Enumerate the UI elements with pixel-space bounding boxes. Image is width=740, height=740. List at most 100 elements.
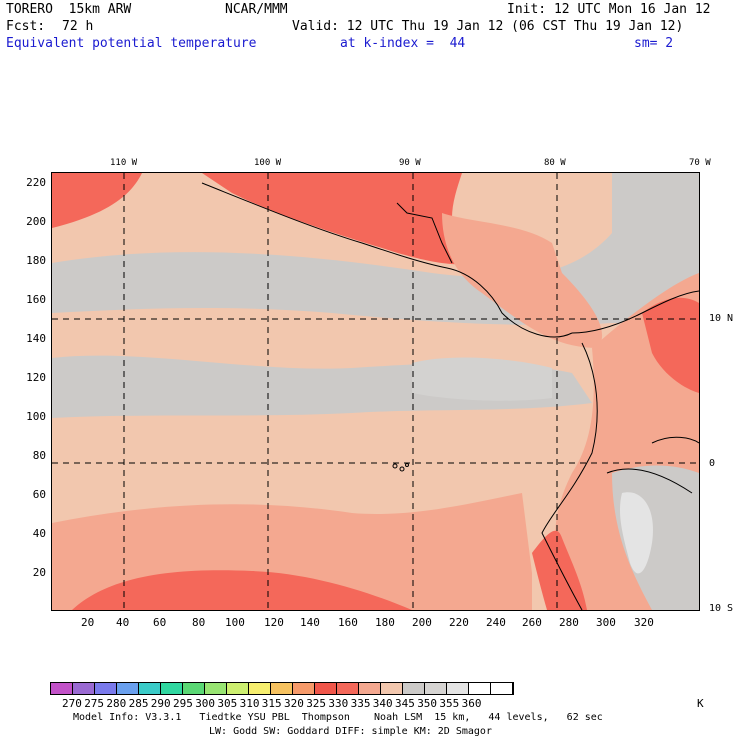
lon-label-80w: 80 W: [544, 158, 566, 168]
salmon-land-central-america: [442, 213, 603, 348]
x-tick-260: 260: [522, 616, 542, 629]
colorbar-swatch: [51, 683, 73, 694]
colorbar-unit: K: [697, 697, 704, 710]
colorbar-label: 275: [84, 697, 105, 710]
colorbar-label: 300: [195, 697, 216, 710]
lat-label-10n: 10 N: [709, 313, 734, 324]
red-patch-northwest: [52, 173, 142, 228]
colorbar-swatch: [183, 683, 205, 694]
model-name: TORERO 15km ARW: [6, 2, 132, 17]
red-land-northeast: [642, 297, 699, 393]
lat-label-0: 0: [709, 458, 716, 469]
level-label: at k-index = 44: [340, 36, 466, 51]
y-tick-200: 200: [26, 215, 46, 228]
galapagos-island-2: [399, 466, 405, 472]
x-tick-160: 160: [338, 616, 358, 629]
coastline-central-america: [201, 182, 573, 338]
x-tick-180: 180: [375, 616, 395, 629]
lon-label-110w: 110 W: [110, 158, 138, 168]
lat-lon-grid: [52, 173, 699, 610]
y-tick-20: 20: [32, 566, 46, 579]
colorbar-label: 350: [417, 697, 438, 710]
colorbar-label: 340: [372, 697, 393, 710]
border-mexico-guatemala: [396, 202, 453, 264]
colorbar-swatch: [117, 683, 139, 694]
y-tick-60: 60: [32, 488, 46, 501]
colorbar-swatch: [337, 683, 359, 694]
colorbar-label: 270: [62, 697, 82, 710]
field-name: Equivalent potential temperature: [6, 36, 257, 51]
colorbar: [50, 682, 514, 695]
colorbar-swatch: [73, 683, 95, 694]
colorbar-label: 345: [395, 697, 415, 710]
y-tick-100: 100: [26, 410, 46, 423]
national-borders: [606, 436, 699, 494]
colorbar-swatch: [95, 683, 117, 694]
lat-label-10s: 10 S: [709, 603, 734, 614]
init-time: Init: 12 UTC Mon 16 Jan 12: [507, 2, 711, 17]
colorbar-label: 285: [128, 697, 149, 710]
y-tick-220: 220: [26, 176, 46, 189]
x-tick-120: 120: [264, 616, 284, 629]
colorbar-swatch: [315, 683, 337, 694]
forecast-label: Fcst:: [6, 19, 46, 34]
y-tick-160: 160: [26, 293, 46, 306]
red-band-south: [72, 570, 412, 610]
colorbar-label: 335: [350, 697, 371, 710]
theta-e-map: [51, 172, 700, 611]
coastline-south-america: [541, 342, 598, 610]
x-tick-80: 80: [192, 616, 206, 629]
gray-patch-light: [412, 357, 552, 401]
colorbar-label: 280: [106, 697, 127, 710]
colorbar-swatch: [227, 683, 249, 694]
x-tick-240: 240: [486, 616, 506, 629]
x-tick-100: 100: [225, 616, 245, 629]
colorbar-swatch: [425, 683, 447, 694]
colorbar-swatch: [491, 683, 513, 694]
colorbar-label: 360: [461, 697, 482, 710]
colorbar-label: 355: [439, 697, 460, 710]
x-tick-60: 60: [153, 616, 167, 629]
colorbar-swatch: [447, 683, 469, 694]
model-info-line1: Model Info: V3.3.1 Tiedtke YSU PBL Thomp…: [73, 712, 603, 723]
center-name: NCAR/MMM: [225, 2, 288, 17]
y-tick-80: 80: [32, 449, 46, 462]
y-tick-40: 40: [32, 527, 46, 540]
y-tick-120: 120: [26, 371, 46, 384]
colorbar-label: 325: [306, 697, 327, 710]
x-tick-320: 320: [634, 616, 654, 629]
colorbar-label: 290: [150, 697, 171, 710]
x-tick-40: 40: [116, 616, 130, 629]
y-tick-180: 180: [26, 254, 46, 267]
coastline-caribbean: [571, 290, 699, 334]
colorbar-swatch: [249, 683, 271, 694]
x-tick-20: 20: [81, 616, 95, 629]
red-coast-peru: [532, 530, 587, 610]
x-tick-140: 140: [300, 616, 320, 629]
colorbar-label: 315: [261, 697, 282, 710]
model-info-line2: LW: Godd SW: Goddard DIFF: simple KM: 2D…: [209, 726, 492, 737]
smoothing-label: sm= 2: [634, 36, 674, 51]
x-tick-300: 300: [596, 616, 616, 629]
colorbar-label: 320: [284, 697, 304, 710]
colorbar-swatch: [205, 683, 227, 694]
valid-time: Valid: 12 UTC Thu 19 Jan 12 (06 CST Thu …: [292, 19, 684, 34]
colorbar-label: 295: [173, 697, 193, 710]
colorbar-swatch: [161, 683, 183, 694]
lon-label-100w: 100 W: [254, 158, 282, 168]
colorbar-swatch: [469, 683, 491, 694]
lon-label-70w: 70 W: [689, 158, 711, 168]
colorbar-swatch: [293, 683, 315, 694]
colorbar-label: 330: [328, 697, 349, 710]
galapagos-island-1: [392, 463, 398, 469]
lon-label-90w: 90 W: [399, 158, 421, 168]
x-tick-280: 280: [559, 616, 579, 629]
colorbar-swatch: [381, 683, 403, 694]
colorbar-swatch: [139, 683, 161, 694]
y-tick-140: 140: [26, 332, 46, 345]
colorbar-label: 305: [217, 697, 238, 710]
colorbar-swatch: [271, 683, 293, 694]
x-tick-220: 220: [449, 616, 469, 629]
x-tick-200: 200: [412, 616, 432, 629]
light-gray-land-peaks: [619, 492, 653, 574]
